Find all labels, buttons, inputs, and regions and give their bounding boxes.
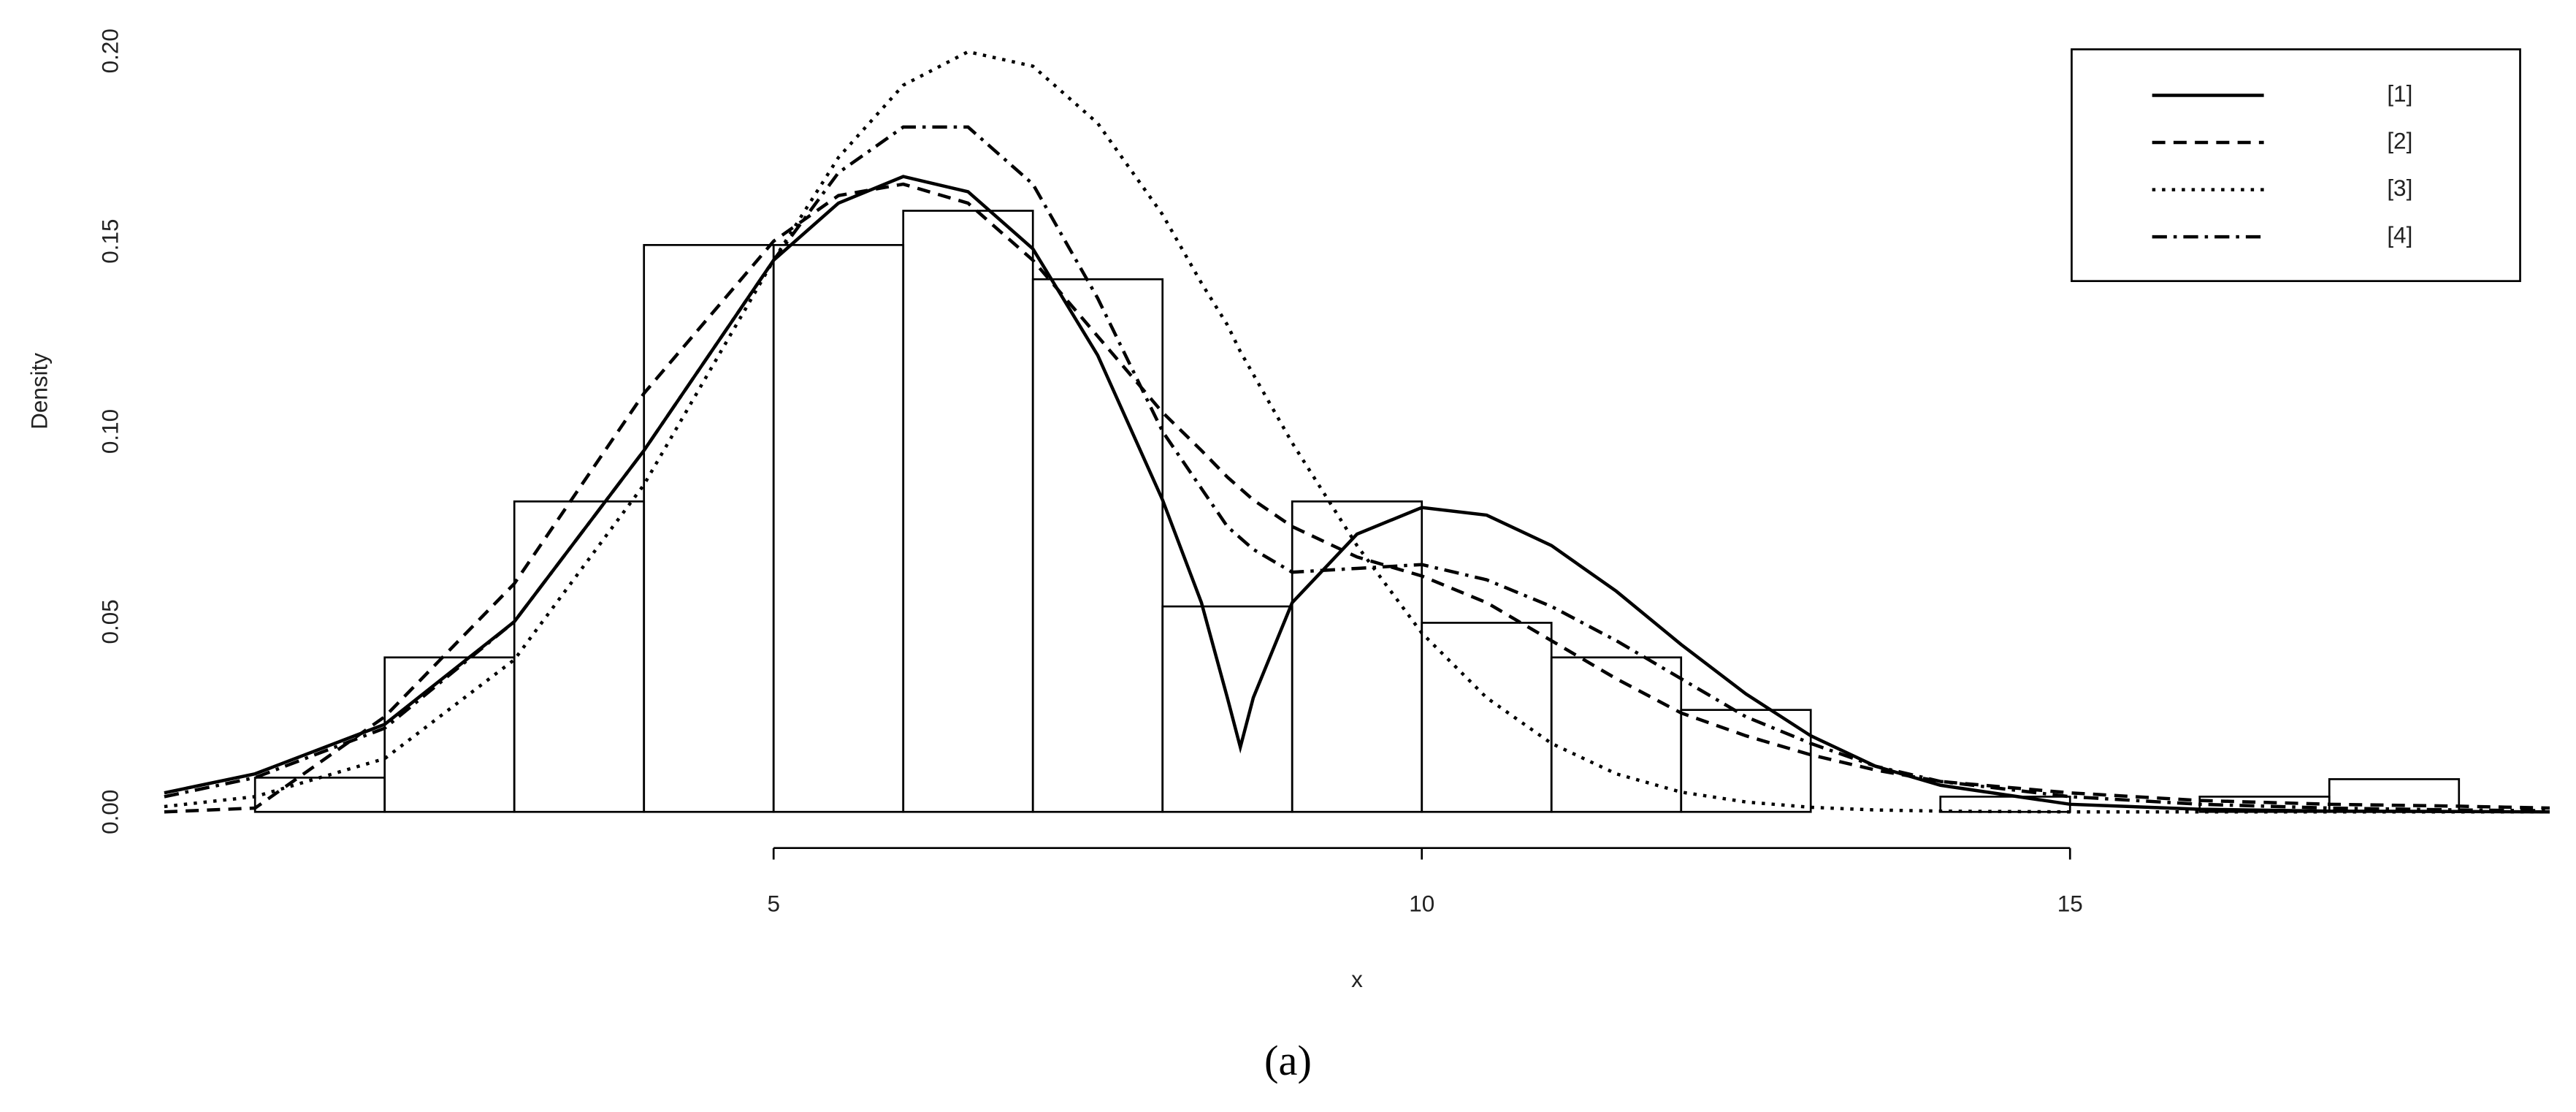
legend-label: [3] bbox=[2387, 175, 2412, 201]
histogram-bar bbox=[1680, 709, 1812, 813]
histogram-bar bbox=[513, 500, 646, 813]
histogram-bar bbox=[1031, 278, 1164, 813]
x-tick-label: 15 bbox=[2057, 891, 2083, 917]
caption: (a) bbox=[1264, 1037, 1312, 1084]
y-tick-label: 0.00 bbox=[96, 790, 123, 834]
density-curve bbox=[164, 175, 2550, 814]
histogram-bar bbox=[902, 210, 1034, 813]
y-tick-label: 0.10 bbox=[96, 409, 123, 454]
y-axis-label: Density bbox=[26, 353, 53, 430]
x-tick-label: 5 bbox=[767, 891, 780, 917]
density-curve bbox=[164, 50, 2550, 814]
legend-label: [2] bbox=[2387, 127, 2412, 153]
y-tick-label: 0.20 bbox=[96, 28, 123, 73]
legend-box bbox=[2071, 48, 2521, 283]
y-tick-label: 0.15 bbox=[96, 218, 123, 263]
histogram-bar bbox=[383, 656, 516, 813]
histogram-bar bbox=[772, 243, 905, 813]
density-curve bbox=[164, 125, 2550, 812]
y-tick-label: 0.05 bbox=[96, 599, 123, 644]
x-axis-label: x bbox=[1351, 966, 1363, 992]
legend-label: [1] bbox=[2387, 80, 2412, 107]
x-tick-label: 10 bbox=[1409, 891, 1434, 917]
histogram-bar bbox=[1161, 605, 1293, 813]
histogram-bar bbox=[1291, 500, 1423, 813]
legend-label: [4] bbox=[2387, 221, 2412, 248]
histogram-bar bbox=[643, 243, 775, 813]
histogram-bar bbox=[1550, 656, 1683, 813]
